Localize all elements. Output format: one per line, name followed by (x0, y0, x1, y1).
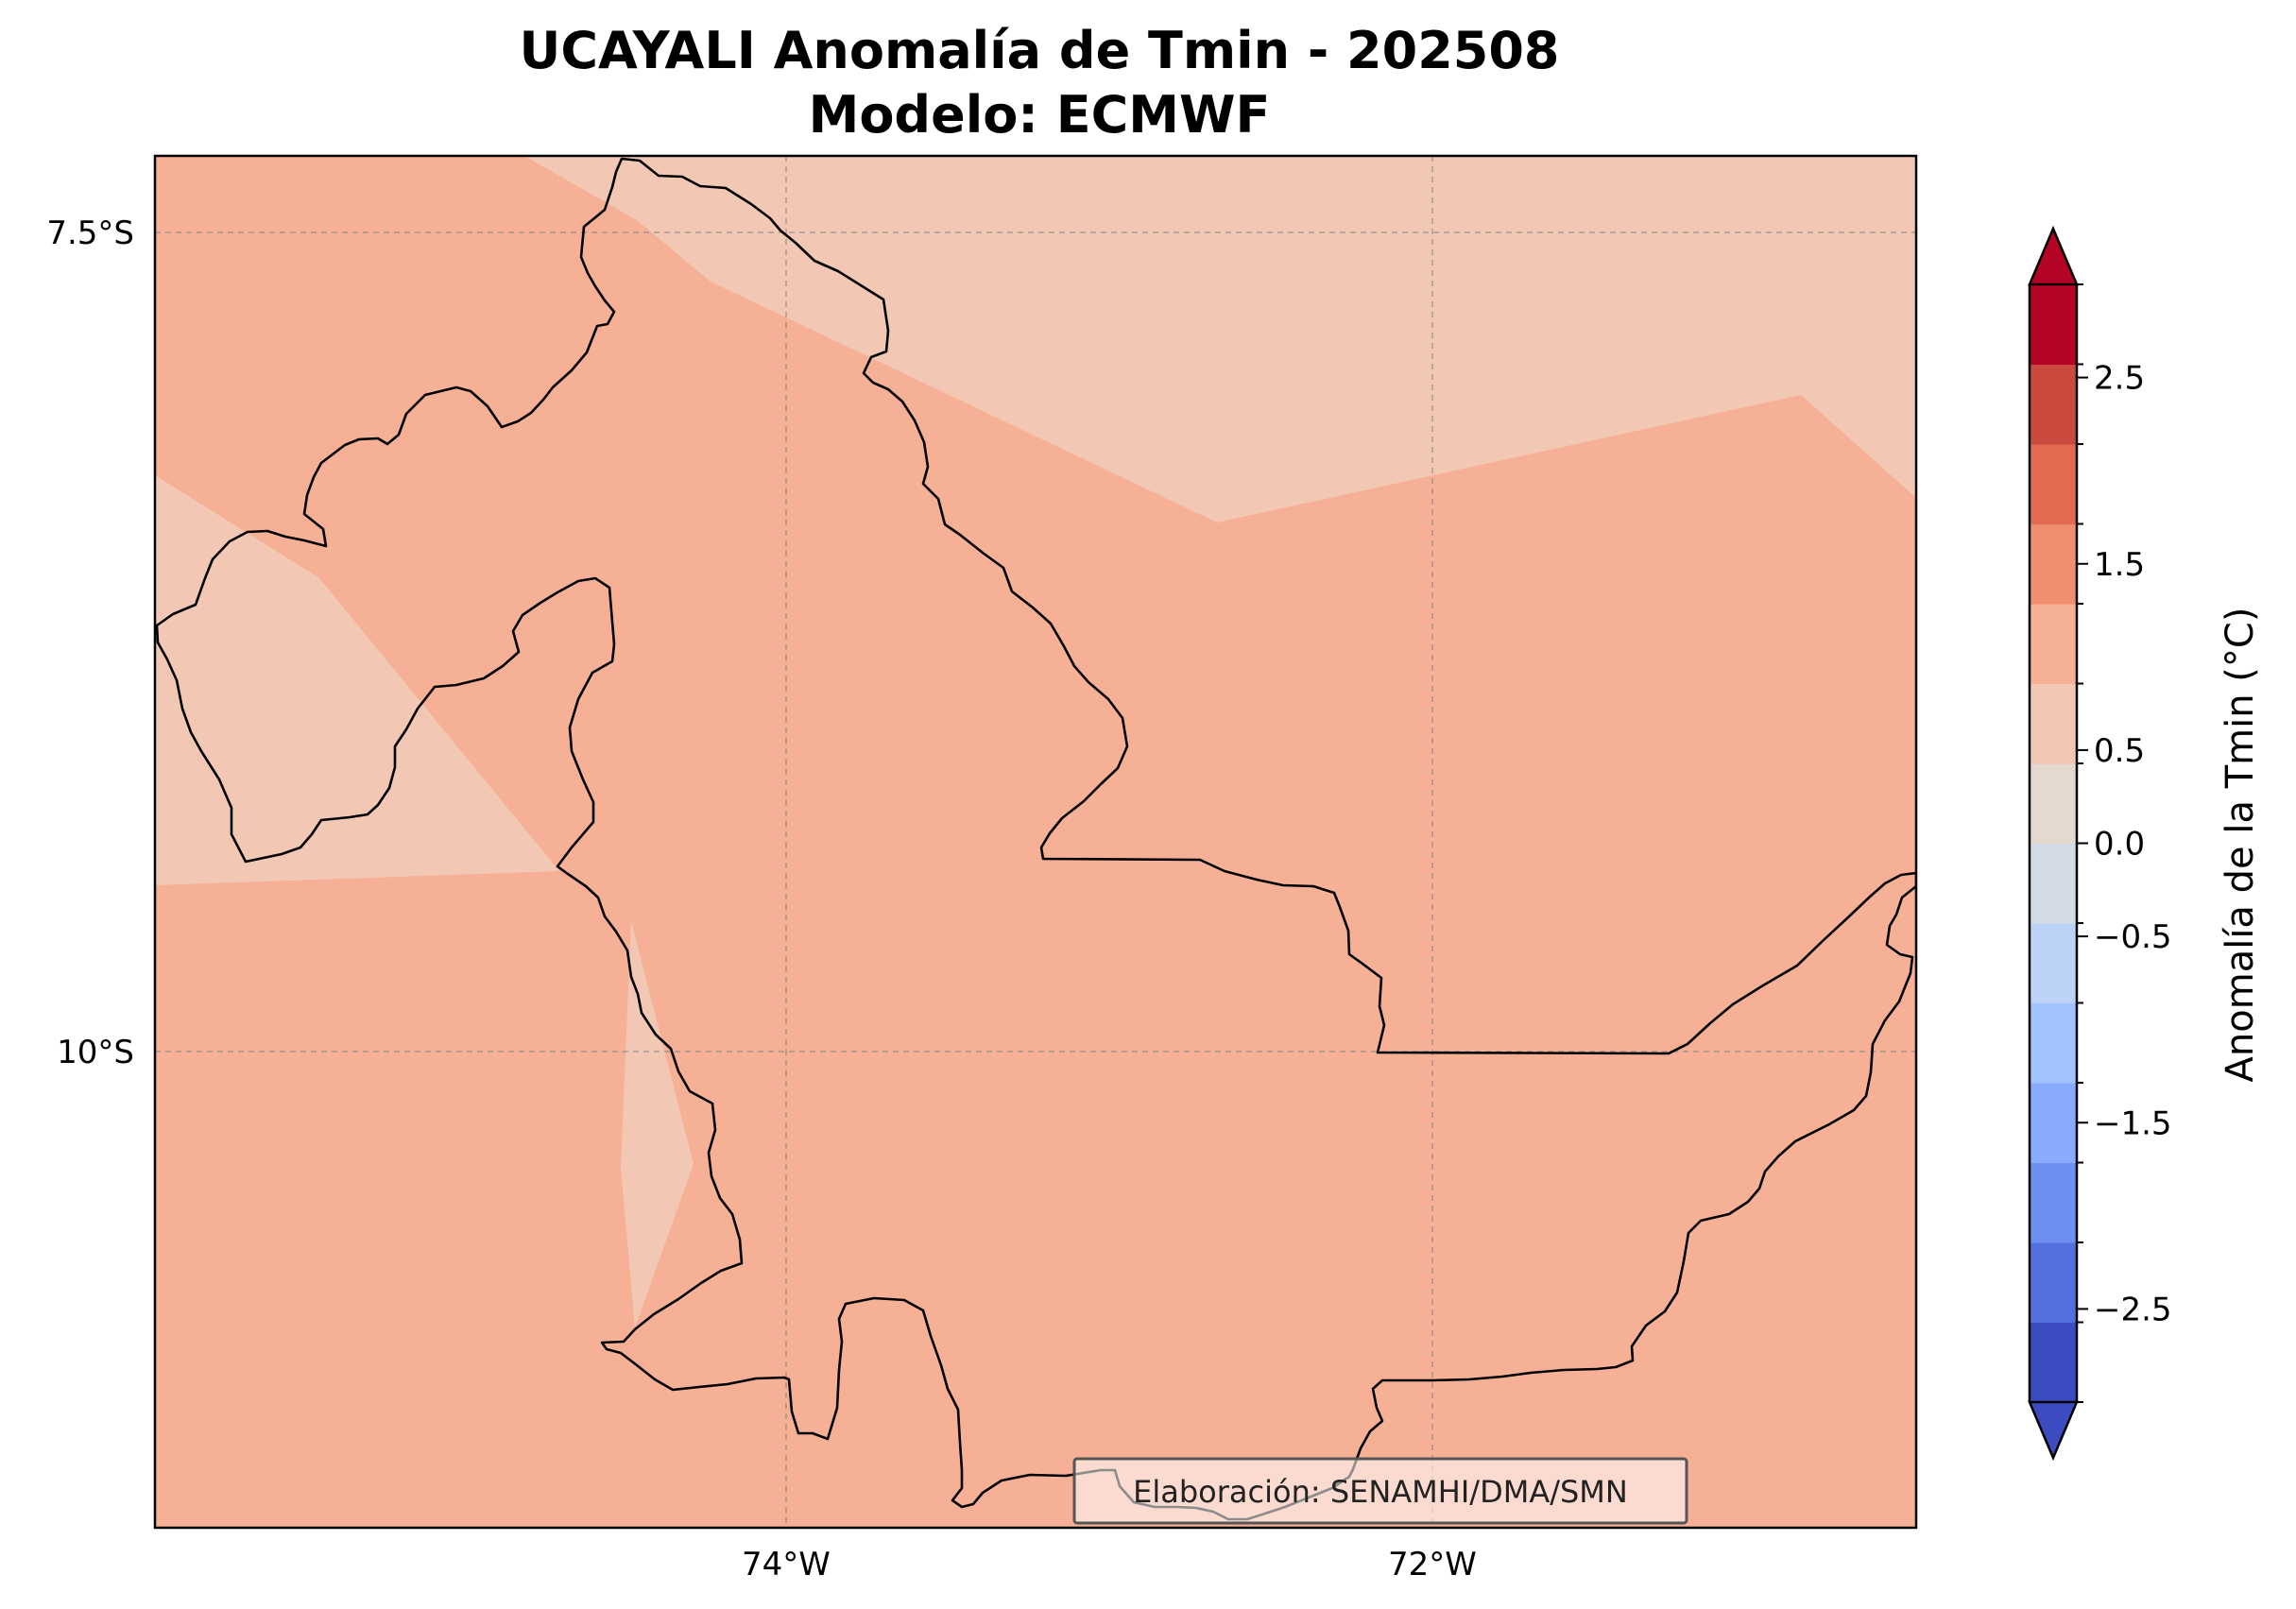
colorbar-segment (2030, 444, 2077, 525)
colorbar-segment (2030, 843, 2077, 924)
colorbar-tick-label: 0.0 (2094, 826, 2145, 864)
lat-tick-label: 10°S (57, 1034, 134, 1071)
colorbar-ticks: 2.5 1.5 0.5 0.0 −0.5 −1.5 −2.5 (2077, 283, 2172, 1403)
colorbar-segment (2030, 1322, 2077, 1403)
colorbar-tick-label: −0.5 (2094, 918, 2172, 956)
anomaly-field-west (155, 475, 559, 885)
title-line2: Modelo: ECMWF (809, 85, 1271, 145)
colorbar-tick-label: 0.5 (2094, 732, 2145, 770)
colorbar-tick-label: −2.5 (2094, 1291, 2172, 1328)
colorbar-segment (2030, 1002, 2077, 1084)
anomaly-field-ridge (621, 921, 694, 1327)
colorbar-extend-high (2028, 225, 2079, 286)
lon-tick-label: 72°W (1388, 1546, 1477, 1583)
lat-tick-label: 7.5°S (46, 214, 134, 252)
colorbar (2028, 225, 2079, 1462)
colorbar-segment (2030, 523, 2077, 605)
title-line1: UCAYALI Anomalía de Tmin - 202508 (519, 21, 1559, 80)
longitude-ticks: 74°W 72°W (742, 1546, 1477, 1583)
colorbar-tick-label: 2.5 (2094, 360, 2145, 398)
colorbar-segment (2030, 1242, 2077, 1324)
lon-tick-label: 74°W (742, 1546, 831, 1583)
colorbar-label: Anomalía de la Tmin (°C) (2219, 608, 2262, 1083)
colorbar-segment (2030, 604, 2077, 685)
map-frame (153, 154, 1918, 1530)
colorbar-segment (2030, 284, 2077, 366)
colorbar-segment (2030, 763, 2077, 845)
colorbar-tick-label: 1.5 (2094, 546, 2145, 584)
map-gridlines (155, 156, 1916, 1528)
colorbar-tick-label: −1.5 (2094, 1104, 2172, 1142)
latitude-ticks: 7.5°S 10°S (46, 214, 134, 1071)
colorbar-extend-low (2028, 1400, 2079, 1462)
colorbar-segment (2030, 923, 2077, 1004)
colorbar-segment (2030, 364, 2077, 445)
map-area[interactable] (155, 156, 1916, 1528)
colorbar-segment (2030, 1083, 2077, 1164)
credit-box: Elaboración: SENAMHI/DMA/SMN (1072, 1457, 1688, 1525)
colorbar-segment (2030, 1162, 2077, 1243)
anomaly-field-north (524, 156, 1916, 522)
region-boundary (155, 157, 1916, 1521)
colorbar-segment (2030, 683, 2077, 764)
credit-text: Elaboración: SENAMHI/DMA/SMN (1133, 1474, 1628, 1510)
